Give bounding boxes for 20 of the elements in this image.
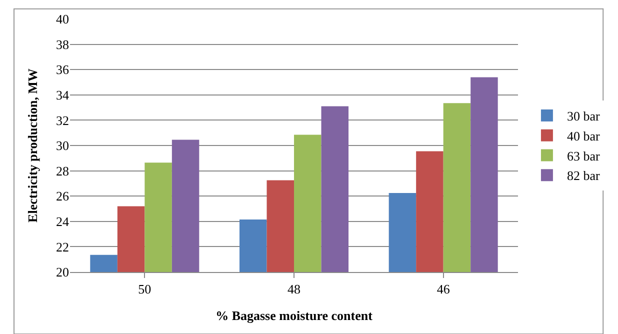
legend-label: 63 bar: [566, 148, 600, 164]
y-tick-label: 24: [56, 214, 70, 229]
y-tick-label: 32: [56, 112, 69, 128]
y-tick-label: 28: [56, 163, 69, 178]
y-tick-label: 34: [56, 87, 70, 102]
x-tick-label: 48: [288, 282, 300, 297]
y-tick-label: 38: [56, 36, 69, 52]
legend-label: 40 bar: [566, 128, 600, 144]
legend-label: 30 bar: [566, 108, 600, 124]
legend-label: 82 bar: [566, 168, 600, 184]
y-tick-label: 20: [56, 264, 69, 280]
y-tick-label: 40: [56, 12, 69, 27]
y-tick-label: 30: [56, 138, 69, 154]
x-tick-label: 50: [138, 282, 152, 297]
y-tick-label: 36: [56, 62, 70, 78]
x-axis-title: % Bagasse moisture content: [216, 308, 374, 324]
x-tick-label: 46: [436, 282, 450, 297]
y-tick-label: 22: [56, 239, 69, 254]
y-axis-title: Electricity production, MW: [24, 68, 40, 222]
y-tick-label: 26: [56, 188, 70, 204]
